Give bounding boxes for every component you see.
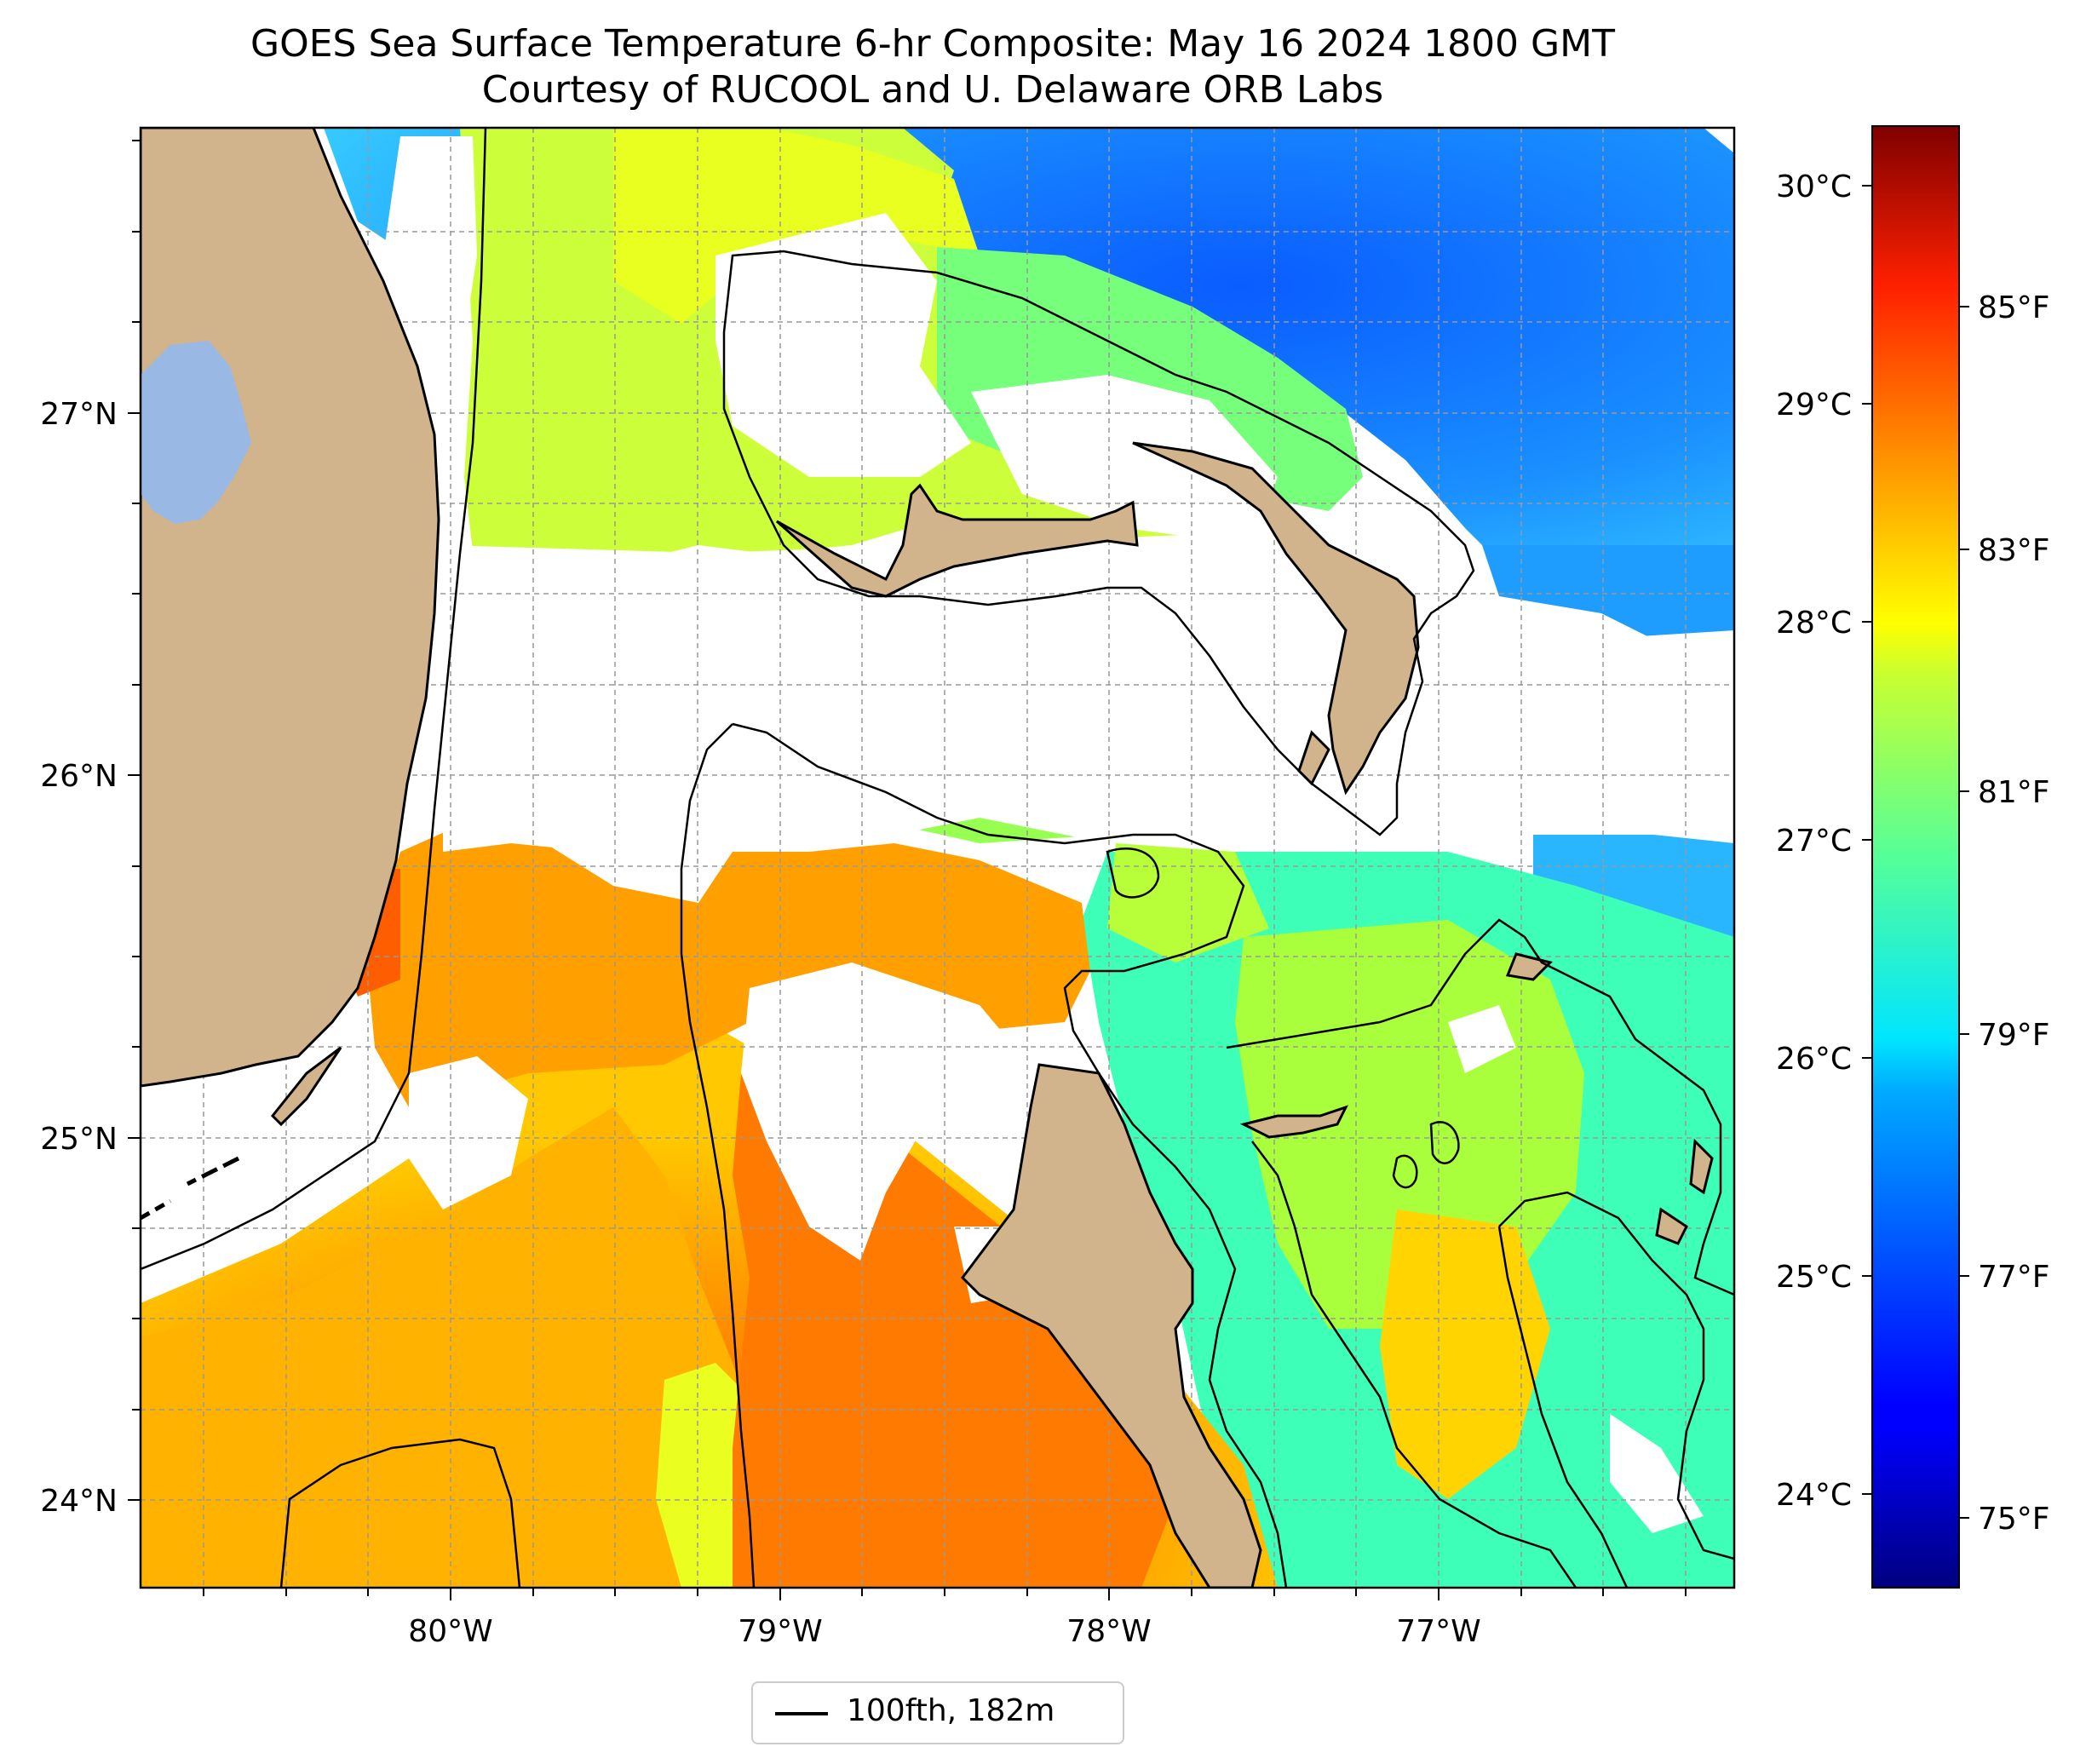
lon-label-80: 80°W: [408, 1614, 492, 1649]
bathymetry-contours: [141, 128, 1734, 1588]
colorbar: [1871, 125, 1960, 1589]
fahrenheit-label-81: 81°F: [1978, 775, 2050, 810]
celsius-label-28: 28°C: [1776, 606, 1852, 641]
celsius-label-30: 30°C: [1776, 170, 1852, 204]
fahrenheit-label-75: 75°F: [1978, 1502, 2050, 1537]
celsius-label-29: 29°C: [1776, 388, 1852, 422]
lon-label-79: 79°W: [738, 1614, 822, 1649]
legend: 100fth, 182m: [751, 1681, 1124, 1744]
celsius-label-25: 25°C: [1776, 1260, 1852, 1295]
chart-subtitle: Courtesy of RUCOOL and U. Delaware ORB L…: [481, 68, 1384, 112]
lon-label-78: 78°W: [1066, 1614, 1151, 1649]
sst-field: [141, 128, 1734, 1588]
colorbar-fahrenheit-ticks: [1959, 306, 1969, 1519]
lake-okeechobee: [141, 341, 251, 524]
map-frame: [139, 126, 1736, 1589]
legend-label: 100fth, 182m: [847, 1693, 1055, 1728]
lat-label-24: 24°N: [40, 1484, 118, 1519]
new-providence-land: [1239, 1105, 1348, 1139]
lat-label-27: 27°N: [40, 397, 118, 432]
lon-label-77: 77°W: [1396, 1614, 1480, 1649]
grand-bahama-land: [776, 483, 1139, 598]
celsius-label-24: 24°C: [1776, 1478, 1852, 1513]
fahrenheit-label-85: 85°F: [1978, 290, 2050, 325]
axis-ticks: [128, 140, 1687, 1600]
abaco-land: [1132, 441, 1420, 796]
chart-title: GOES Sea Surface Temperature 6-hr Compos…: [250, 22, 1615, 66]
map-area: [141, 128, 1734, 1588]
andros-land: [961, 1063, 1262, 1588]
fahrenheit-label-83: 83°F: [1978, 533, 2050, 568]
celsius-label-27: 27°C: [1776, 824, 1852, 859]
lat-label-26: 26°N: [40, 759, 118, 794]
colorbar-celsius-ticks: [1862, 185, 1872, 1495]
fahrenheit-label-77: 77°F: [1978, 1260, 2050, 1295]
fahrenheit-label-79: 79°F: [1978, 1018, 2050, 1053]
legend-line-swatch: [775, 1712, 828, 1715]
lat-label-25: 25°N: [40, 1122, 118, 1157]
cloud-mask: [141, 136, 1734, 1533]
celsius-label-26: 26°C: [1776, 1042, 1852, 1077]
